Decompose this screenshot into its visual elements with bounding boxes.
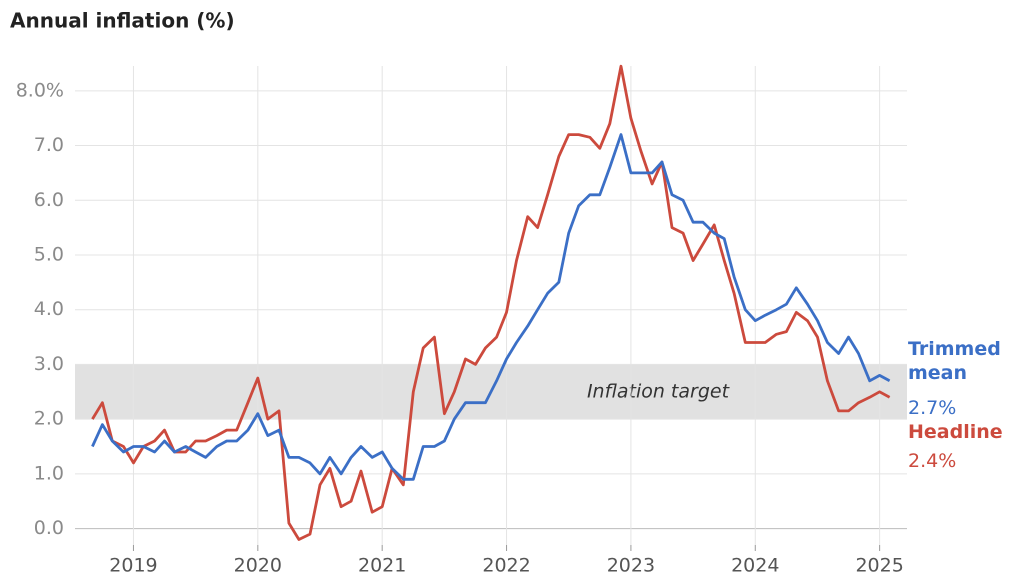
legend-label: Trimmed mean <box>908 338 1001 384</box>
end-value-label: 2.7% <box>908 397 957 419</box>
x-tick-label: 2020 <box>234 555 282 577</box>
x-tick-label: 2021 <box>358 555 406 577</box>
chart-title: Annual inflation (%) <box>10 9 235 33</box>
y-tick-label: 8.0% <box>16 79 64 101</box>
x-tick-label: 2023 <box>607 555 655 577</box>
y-tick-label: 3.0 <box>34 353 64 375</box>
x-tick-label: 2019 <box>109 555 157 577</box>
y-tick-label: 7.0 <box>34 134 64 156</box>
series-line <box>91 133 891 481</box>
y-tick-label: 4.0 <box>34 298 64 320</box>
band-label: Inflation target <box>587 380 731 402</box>
legend-label: Headline <box>908 421 1003 443</box>
series-line <box>91 64 891 541</box>
y-tick-label: 6.0 <box>34 189 64 211</box>
x-tick-label: 2024 <box>731 555 779 577</box>
y-tick-label: 2.0 <box>34 408 64 430</box>
y-tick-label: 0.0 <box>34 517 64 539</box>
x-tick-label: 2022 <box>482 555 530 577</box>
y-tick-label: 5.0 <box>34 243 64 265</box>
end-value-label: 2.4% <box>908 450 957 472</box>
y-tick-label: 1.0 <box>34 462 64 484</box>
x-tick-label: 2025 <box>855 555 903 577</box>
